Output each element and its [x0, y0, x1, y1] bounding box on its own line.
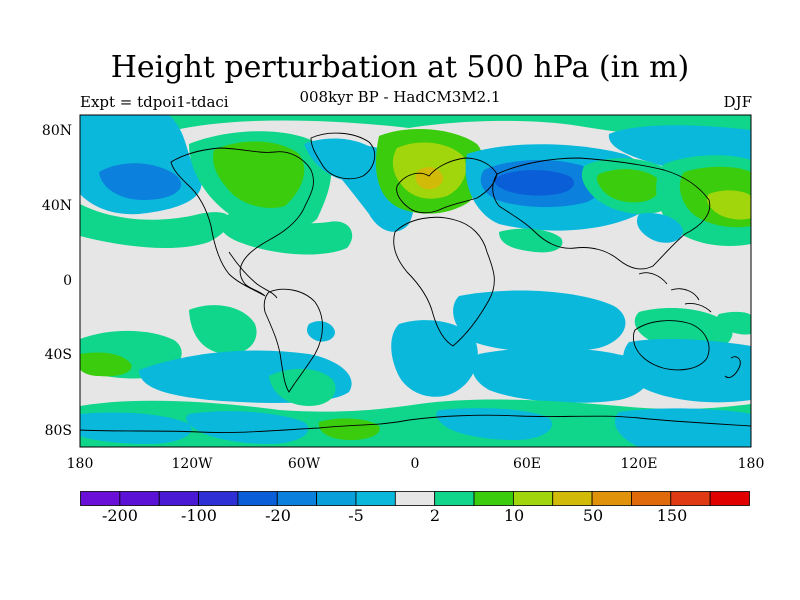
lon-tick-120w: 120W	[171, 456, 213, 472]
far-southeast-green	[716, 311, 751, 335]
east-pacific-blue-patch	[307, 321, 335, 342]
colorbar-label: 50	[582, 506, 604, 525]
colorbar-swatch	[552, 491, 593, 506]
lat-tick-80s: 80S	[44, 423, 72, 439]
colorbar-label: -5	[348, 506, 364, 525]
lon-tick-60e: 60E	[512, 456, 542, 472]
colorbar-swatch	[631, 491, 672, 506]
map-frame	[79, 114, 752, 448]
plot-title: Height perturbation at 500 hPa (in m)	[110, 50, 690, 85]
asia-coast	[492, 157, 711, 270]
antarctica-coast	[80, 414, 751, 433]
japan-blue	[636, 212, 683, 243]
european-ridge-max	[415, 167, 443, 190]
eurasian-trough-min	[494, 170, 574, 196]
experiment-label: Expt = tdpoi1-tdaci	[80, 93, 229, 111]
colorbar-label: 2	[429, 506, 441, 525]
colorbar-swatch	[709, 491, 750, 506]
colorbar-swatch	[237, 491, 278, 506]
colorbar-label: 10	[503, 506, 525, 525]
colorbar-label: 150	[656, 506, 688, 525]
south-indian-blue	[453, 290, 626, 353]
colorbar-swatch	[119, 491, 160, 506]
antarctic-blue-2	[186, 411, 309, 444]
colorbar-swatch	[434, 491, 475, 506]
south-pacific-lime	[80, 352, 132, 377]
arctic-green-band	[80, 115, 751, 154]
colorbar-swatch	[80, 491, 121, 506]
colorbar-swatch	[512, 491, 554, 506]
colorbar-swatch	[276, 491, 318, 506]
lat-tick-0: 0	[63, 273, 72, 289]
lon-tick-180e: 180	[737, 456, 765, 472]
north-america-ridge-core	[213, 141, 305, 208]
arabia-green	[499, 228, 563, 253]
lat-tick-40s: 40S	[44, 347, 72, 363]
antarctic-blue-1	[80, 412, 192, 444]
africa-coast	[393, 216, 495, 347]
tasman-blue	[623, 339, 751, 403]
lon-tick-120e: 120E	[620, 456, 658, 472]
colorbar-swatch	[473, 491, 514, 506]
new-zealand-coast	[724, 356, 741, 379]
colorbar-label: -200	[102, 506, 138, 525]
southern-ocean-blue	[472, 347, 650, 403]
siberia-lime	[596, 169, 661, 203]
colorbar-swatch	[394, 491, 436, 506]
colorbar-label: -100	[181, 506, 217, 525]
greenland-coast	[310, 132, 376, 180]
south-atlantic-blue	[391, 320, 478, 397]
north-pacific-green-rim	[80, 204, 231, 249]
antarctic-lime	[318, 418, 380, 440]
south-america-green	[269, 368, 336, 406]
lon-tick-0: 0	[410, 456, 420, 472]
plot-subtitle: 008kyr BP - HadCM3M2.1	[299, 88, 501, 106]
australia-coast	[633, 320, 710, 371]
north-pacific-low	[99, 163, 182, 200]
antarctic-blue-4	[615, 408, 751, 447]
colorbar-swatch	[198, 491, 239, 506]
colorbar-swatch	[591, 491, 632, 506]
colorbar-swatch	[670, 491, 711, 506]
season-label: DJF	[723, 93, 752, 111]
south-pacific-green-east	[189, 305, 257, 354]
europe-coast	[396, 157, 498, 214]
lon-tick-180w: 180	[66, 456, 94, 472]
lat-tick-80n: 80N	[41, 123, 72, 139]
lon-tick-60w: 60W	[287, 456, 321, 472]
colorbar-swatch	[316, 491, 357, 506]
coastlines	[80, 132, 751, 433]
colorbar	[80, 491, 750, 506]
colorbar-swatch	[355, 491, 396, 506]
lat-tick-40n: 40N	[41, 198, 72, 214]
west-pacific-ridge-max	[706, 190, 751, 220]
colorbar-label: -20	[265, 506, 291, 525]
colorbar-swatch	[158, 491, 199, 506]
south-america-coast	[263, 288, 323, 393]
se-asia-islands	[638, 272, 712, 313]
north-america-coast	[170, 147, 314, 297]
central-america-coast	[228, 251, 278, 299]
height-perturbation-map	[79, 114, 752, 448]
atlantic-green-lobe	[220, 214, 353, 255]
